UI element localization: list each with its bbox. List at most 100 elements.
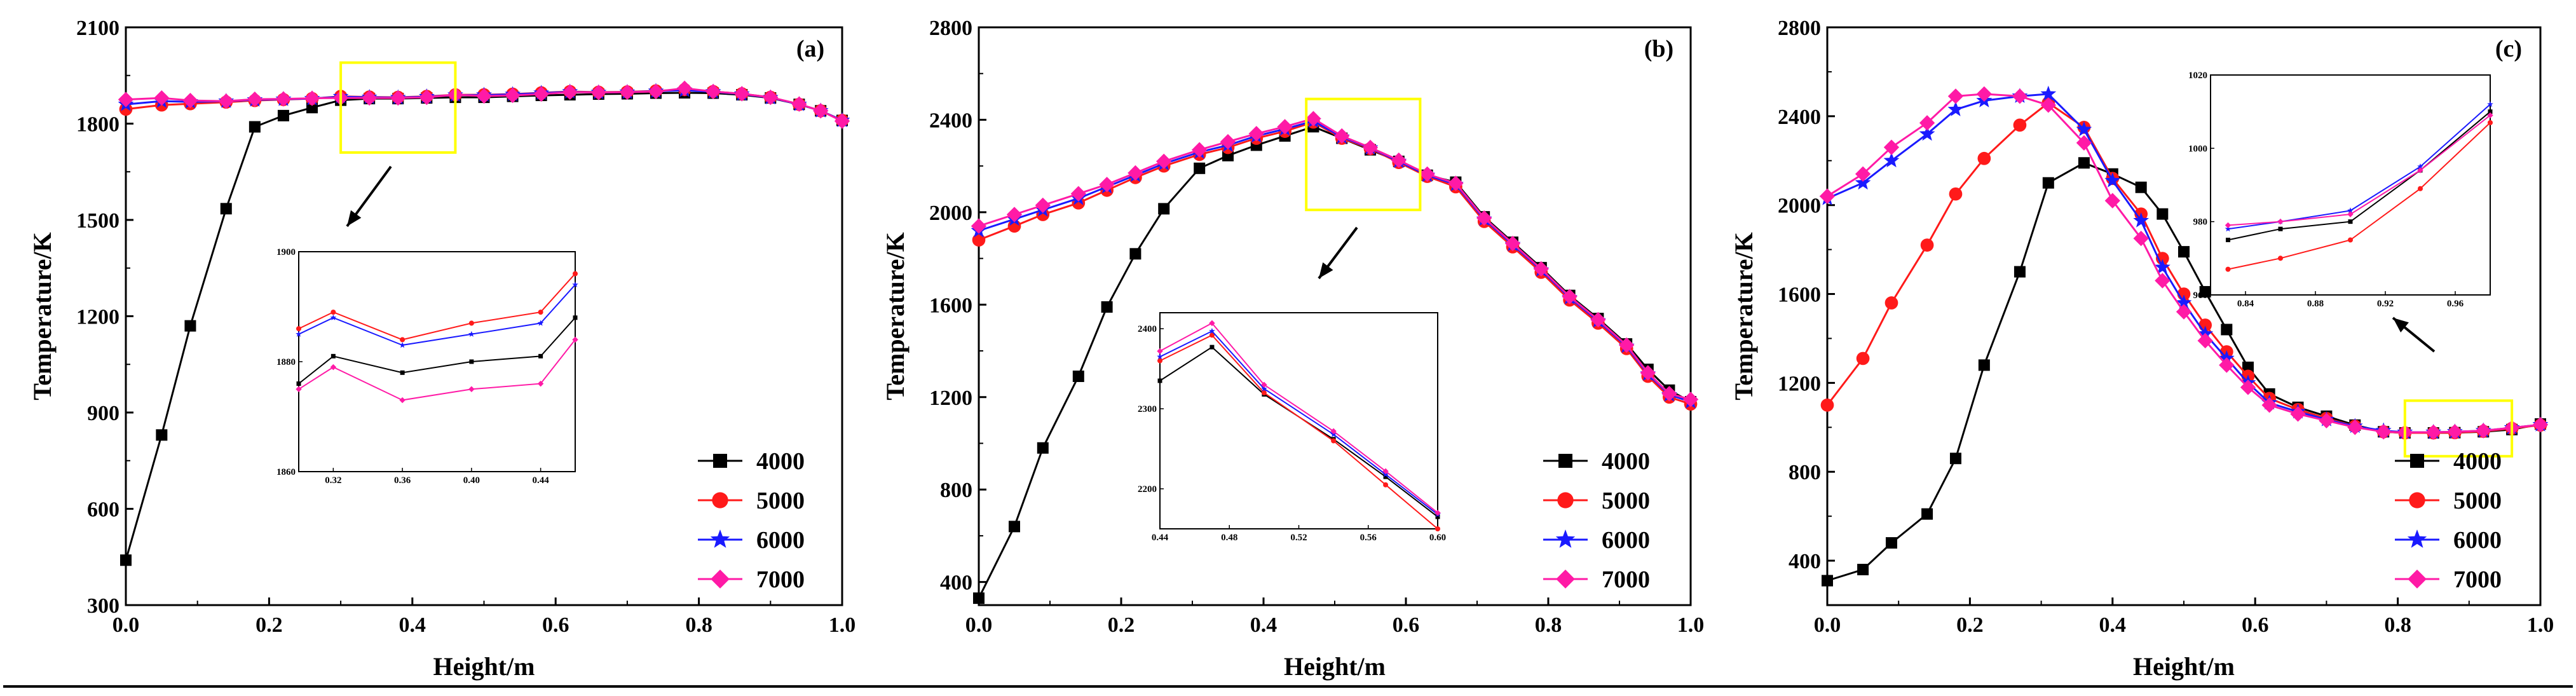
inset-x-tick-label: 0.88	[2307, 299, 2324, 309]
legend-marker-7000	[2408, 570, 2427, 589]
inset-data-point-4000	[331, 353, 336, 358]
data-point-4000	[1885, 537, 1897, 549]
inset-data-point-5000	[1157, 358, 1163, 364]
data-point-7000	[476, 88, 492, 104]
y-axis-label: Temperature/K	[28, 232, 57, 400]
data-point-5000	[1920, 238, 1934, 252]
y-tick-label: 2100	[76, 17, 119, 40]
inset-data-point-6000	[468, 331, 475, 337]
y-axis-label: Temperature/K	[1729, 232, 1758, 400]
legend-label: 4000	[1602, 448, 1650, 475]
y-tick-label: 800	[940, 479, 972, 502]
panel-label: (a)	[796, 36, 824, 62]
data-point-4000	[2042, 177, 2054, 189]
y-tick-label: 800	[1789, 461, 1821, 484]
inset-data-point-6000	[1209, 327, 1215, 334]
data-point-4000	[306, 102, 318, 114]
data-point-7000	[1156, 153, 1172, 170]
data-point-7000	[2197, 332, 2213, 349]
inset-data-point-4000	[1157, 378, 1162, 383]
y-tick-label: 1600	[929, 294, 972, 317]
inset-y-tick-label: 1000	[2188, 144, 2207, 154]
legend-label: 5000	[2453, 488, 2502, 514]
data-point-7000	[834, 113, 850, 129]
inset-data-point-7000	[1261, 381, 1267, 388]
inset-data-point-7000	[1435, 510, 1441, 516]
inset-x-tick-label: 0.84	[2237, 299, 2254, 309]
data-point-6000	[2176, 294, 2192, 310]
inset-x-tick-label: 0.40	[463, 475, 480, 486]
data-point-4000	[156, 429, 168, 441]
zoom-highlight-box	[1305, 97, 1422, 212]
inset-zoom-chart: 0.84 0.88 0.92 0.96 960 980 1000 1020	[2188, 71, 2493, 309]
x-tick-label: 0.8	[1535, 613, 1562, 637]
inset-data-point-6000	[2225, 226, 2232, 232]
data-point-7000	[2532, 416, 2549, 433]
data-point-7000	[971, 218, 987, 234]
x-tick-label: 0.4	[1250, 613, 1278, 637]
data-point-7000	[247, 91, 263, 107]
data-point-7000	[2133, 230, 2149, 247]
chart-panel-c: 0.0 0.2 0.4 0.6 0.8 1.0 400 800 1200 1600 2000 2400…	[1729, 17, 2554, 681]
y-tick-label: 600	[87, 498, 119, 522]
inset-x-tick-label: 0.60	[1429, 533, 1446, 543]
inset-data-point-5000	[468, 320, 474, 326]
x-tick-label: 0.8	[685, 613, 712, 637]
y-tick-label: 1200	[76, 306, 119, 329]
data-point-7000	[1391, 152, 1407, 168]
data-point-6000	[2040, 85, 2057, 101]
data-point-4000	[1101, 301, 1113, 313]
data-point-7000	[118, 92, 134, 107]
data-point-7000	[2319, 413, 2334, 428]
data-point-7000	[1006, 207, 1023, 222]
data-point-7000	[648, 83, 664, 100]
legend-label: 4000	[756, 448, 805, 475]
inset-x-tick-label: 0.32	[325, 475, 341, 486]
x-tick-label: 0.2	[1108, 613, 1135, 637]
legend-marker-5000	[2409, 492, 2425, 508]
data-point-6000	[2076, 121, 2092, 137]
y-tick-label: 1800	[76, 113, 119, 137]
inset-data-point-4000	[1435, 514, 1440, 519]
inset-data-point-6000	[1157, 353, 1163, 360]
data-point-4000	[1978, 359, 1990, 371]
y-tick-label: 300	[87, 594, 119, 618]
data-point-4000	[1822, 575, 1833, 587]
data-point-6000	[2133, 212, 2150, 228]
x-tick-label: 0.8	[2384, 613, 2411, 637]
data-point-4000	[184, 320, 196, 332]
data-point-6000	[2154, 259, 2171, 275]
legend-marker-6000	[710, 529, 730, 548]
data-point-4000	[2157, 208, 2169, 220]
data-point-4000	[2221, 324, 2233, 336]
inset-data-point-5000	[2487, 119, 2493, 125]
legend-label: 6000	[2453, 527, 2502, 554]
inset-x-tick-label: 0.56	[1360, 533, 1377, 543]
data-point-7000	[791, 96, 807, 112]
legend-label: 7000	[756, 566, 805, 593]
legend-marker-5000	[1557, 492, 1574, 508]
inset-data-point-6000	[330, 314, 337, 320]
legend-marker-4000	[713, 454, 727, 468]
data-point-7000	[1128, 165, 1143, 181]
data-point-7000	[1619, 337, 1635, 353]
data-point-6000	[2104, 172, 2121, 188]
data-point-5000	[1884, 296, 1898, 310]
inset-data-point-7000	[2417, 167, 2423, 174]
inset-data-point-7000	[572, 336, 578, 343]
data-point-7000	[813, 103, 829, 119]
data-point-7000	[2219, 357, 2235, 373]
data-point-4000	[1129, 248, 1141, 260]
legend-label: 7000	[2453, 566, 2502, 593]
inset-data-point-5000	[2417, 186, 2423, 191]
y-tick-label: 400	[940, 571, 972, 595]
x-tick-label: 1.0	[2527, 613, 2554, 637]
y-tick-label: 1200	[1778, 372, 1821, 395]
panel-label: (b)	[1644, 36, 1673, 62]
data-point-4000	[1194, 162, 1206, 174]
inset-data-point-5000	[1209, 332, 1215, 338]
inset-data-point-5000	[296, 326, 302, 332]
inset-data-point-7000	[399, 397, 405, 404]
data-point-7000	[2376, 424, 2392, 440]
inset-data-point-4000	[1383, 474, 1388, 479]
